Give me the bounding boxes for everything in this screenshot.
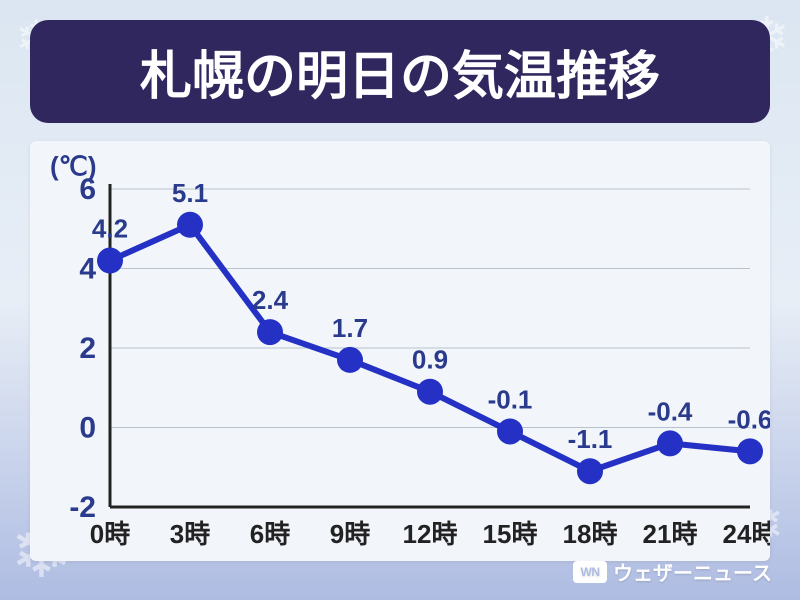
value-label: 5.1 (172, 178, 208, 208)
value-label: -0.4 (648, 396, 693, 426)
weather-card: ❄ ❄ ❄ ❄ 札幌の明日の気温推移 (℃)-202464.25.12.41.7… (0, 0, 800, 600)
data-point (257, 319, 283, 345)
x-tick-label: 12時 (403, 519, 458, 549)
value-label: -0.6 (728, 404, 770, 434)
value-label: -1.1 (568, 424, 613, 454)
x-tick-label: 18時 (563, 519, 618, 549)
value-label: 0.9 (412, 345, 448, 375)
data-point (337, 347, 363, 373)
data-point (97, 248, 123, 274)
temperature-chart: (℃)-202464.25.12.41.70.9-0.1-1.1-0.4-0.6… (30, 141, 770, 561)
brand-attribution: ウェザーニュース (573, 557, 772, 586)
data-point (577, 458, 603, 484)
card-title: 札幌の明日の気温推移 (30, 20, 770, 123)
x-tick-label: 6時 (250, 519, 290, 549)
y-tick-label: 2 (79, 332, 96, 365)
x-tick-label: 15時 (483, 519, 538, 549)
y-tick-label: 4 (79, 253, 96, 286)
chart-svg: (℃)-202464.25.12.41.70.9-0.1-1.1-0.4-0.6… (30, 141, 770, 561)
data-point (177, 212, 203, 238)
data-point (657, 430, 683, 456)
brand-text: ウェザーニュース (613, 557, 772, 586)
x-tick-label: 24時 (723, 519, 770, 549)
y-tick-label: 6 (79, 173, 96, 206)
data-point (417, 379, 443, 405)
title-text: 札幌の明日の気温推移 (140, 48, 660, 106)
brand-logo-icon (573, 561, 607, 583)
value-label: -0.1 (488, 384, 533, 414)
x-tick-label: 3時 (170, 519, 210, 549)
value-label: 1.7 (332, 313, 368, 343)
x-tick-label: 21時 (643, 519, 698, 549)
data-point (737, 438, 763, 464)
data-point (497, 418, 523, 444)
value-label: 2.4 (252, 285, 289, 315)
value-label: 4.2 (92, 214, 128, 244)
y-tick-label: 0 (79, 412, 96, 445)
x-tick-label: 9時 (330, 519, 370, 549)
x-tick-label: 0時 (90, 519, 130, 549)
